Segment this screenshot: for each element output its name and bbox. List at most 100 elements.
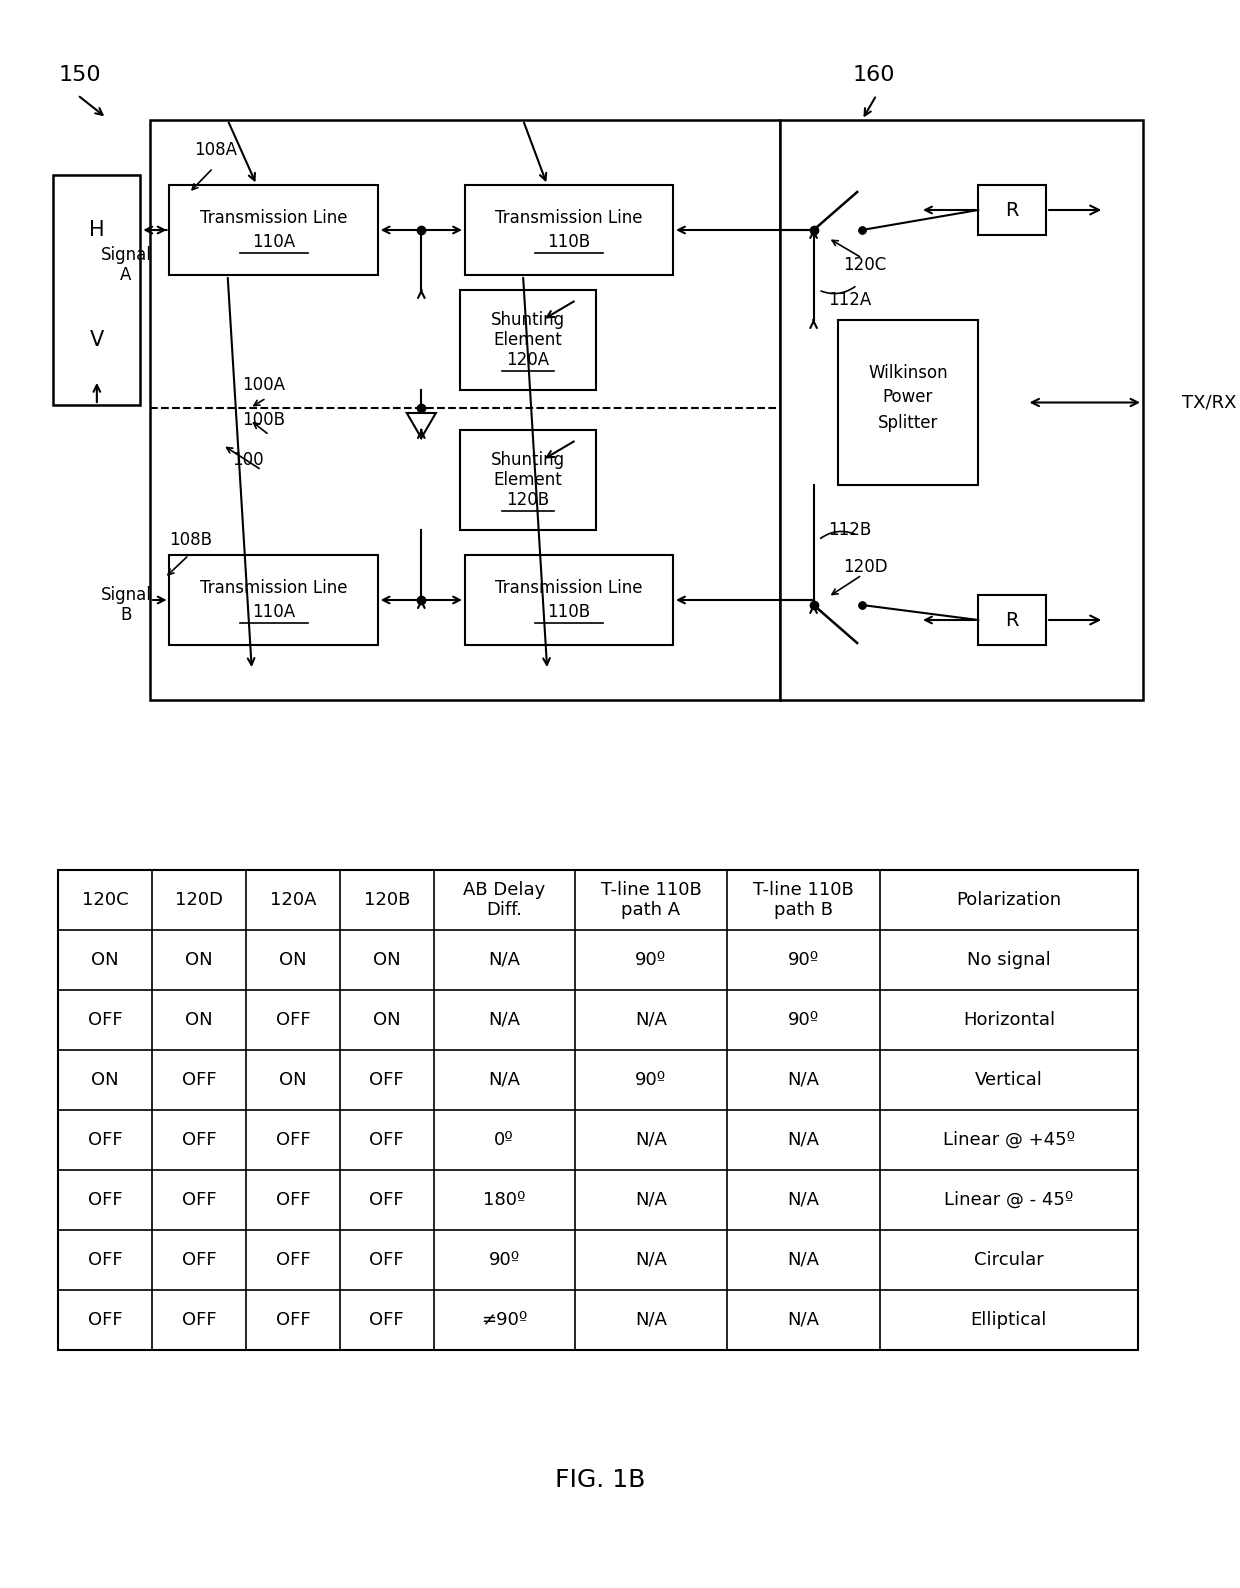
Text: OFF: OFF xyxy=(88,1251,123,1269)
Text: 0º: 0º xyxy=(495,1131,515,1150)
Bar xyxy=(460,430,595,530)
Text: 100A: 100A xyxy=(242,376,285,394)
Text: V: V xyxy=(89,330,104,349)
Text: N/A: N/A xyxy=(787,1312,820,1329)
Text: ON: ON xyxy=(92,951,119,969)
Text: 90º: 90º xyxy=(787,1012,820,1029)
Text: OFF: OFF xyxy=(182,1131,216,1150)
Text: TX/RX: TX/RX xyxy=(1182,394,1236,411)
Text: ON: ON xyxy=(373,951,401,969)
Text: 110B: 110B xyxy=(547,603,590,621)
Text: 120C: 120C xyxy=(843,256,885,275)
Text: Linear @ - 45º: Linear @ - 45º xyxy=(944,1191,1074,1208)
Text: R: R xyxy=(1006,610,1019,629)
Text: N/A: N/A xyxy=(489,951,520,969)
Text: 112B: 112B xyxy=(828,521,872,538)
Text: 90º: 90º xyxy=(787,951,820,969)
Text: OFF: OFF xyxy=(275,1312,310,1329)
Bar xyxy=(170,184,378,275)
Text: Shunting: Shunting xyxy=(491,311,565,329)
Text: N/A: N/A xyxy=(635,1191,667,1208)
Text: Transmission Line: Transmission Line xyxy=(200,580,347,597)
Text: Element: Element xyxy=(494,472,562,489)
Text: 110A: 110A xyxy=(252,233,295,251)
Text: OFF: OFF xyxy=(370,1131,404,1150)
Text: 120D: 120D xyxy=(175,891,223,908)
Text: Transmission Line: Transmission Line xyxy=(495,580,642,597)
Text: Vertical: Vertical xyxy=(975,1070,1043,1089)
Text: OFF: OFF xyxy=(88,1012,123,1029)
Text: R: R xyxy=(1006,200,1019,219)
Text: ON: ON xyxy=(279,1070,306,1089)
Text: N/A: N/A xyxy=(635,1251,667,1269)
Text: T-line 110B
path A: T-line 110B path A xyxy=(600,881,702,919)
Text: OFF: OFF xyxy=(182,1070,216,1089)
Text: FIG. 1B: FIG. 1B xyxy=(556,1467,646,1493)
Text: ON: ON xyxy=(92,1070,119,1089)
Bar xyxy=(978,596,1047,645)
Bar xyxy=(978,184,1047,235)
Text: 120A: 120A xyxy=(269,891,316,908)
Text: OFF: OFF xyxy=(275,1191,310,1208)
Text: AB Delay
Diff.: AB Delay Diff. xyxy=(463,881,546,919)
Text: N/A: N/A xyxy=(489,1012,520,1029)
Text: OFF: OFF xyxy=(275,1012,310,1029)
Text: 120D: 120D xyxy=(843,557,888,576)
Text: OFF: OFF xyxy=(370,1312,404,1329)
Text: 120A: 120A xyxy=(506,351,549,368)
Text: H: H xyxy=(89,221,104,240)
Bar xyxy=(780,121,1143,700)
Text: 100: 100 xyxy=(232,451,264,468)
Text: 110A: 110A xyxy=(252,603,295,621)
Text: Horizontal: Horizontal xyxy=(962,1012,1055,1029)
Text: Shunting: Shunting xyxy=(491,451,565,468)
Text: Circular: Circular xyxy=(975,1251,1044,1269)
Bar xyxy=(53,175,140,405)
Text: No signal: No signal xyxy=(967,951,1050,969)
Text: 120C: 120C xyxy=(82,891,129,908)
Text: N/A: N/A xyxy=(787,1251,820,1269)
Text: N/A: N/A xyxy=(635,1131,667,1150)
Text: 90º: 90º xyxy=(635,951,667,969)
Text: 90º: 90º xyxy=(635,1070,667,1089)
Text: 150: 150 xyxy=(58,65,100,86)
Text: Transmission Line: Transmission Line xyxy=(495,210,642,227)
Text: 120B: 120B xyxy=(506,491,549,510)
Text: Signal
B: Signal B xyxy=(100,586,151,624)
Text: Linear @ +45º: Linear @ +45º xyxy=(942,1131,1075,1150)
Bar xyxy=(465,554,673,645)
Text: OFF: OFF xyxy=(370,1070,404,1089)
Text: 100B: 100B xyxy=(242,411,285,429)
Text: Wilkinson: Wilkinson xyxy=(868,364,947,381)
Text: N/A: N/A xyxy=(787,1191,820,1208)
Text: Power: Power xyxy=(883,389,934,407)
Text: 112A: 112A xyxy=(828,291,872,310)
Text: Transmission Line: Transmission Line xyxy=(200,210,347,227)
Bar xyxy=(170,554,378,645)
Text: OFF: OFF xyxy=(88,1191,123,1208)
Bar xyxy=(58,870,1138,1350)
Text: Splitter: Splitter xyxy=(878,413,939,432)
Text: OFF: OFF xyxy=(88,1312,123,1329)
Bar xyxy=(150,121,780,700)
Text: OFF: OFF xyxy=(182,1312,216,1329)
Text: N/A: N/A xyxy=(635,1012,667,1029)
Text: ON: ON xyxy=(373,1012,401,1029)
Text: N/A: N/A xyxy=(489,1070,520,1089)
Text: 180º: 180º xyxy=(482,1191,526,1208)
Text: 120B: 120B xyxy=(363,891,410,908)
Text: T-line 110B
path B: T-line 110B path B xyxy=(753,881,854,919)
Text: 108A: 108A xyxy=(193,141,237,159)
Bar xyxy=(838,321,978,484)
Text: OFF: OFF xyxy=(275,1251,310,1269)
Text: OFF: OFF xyxy=(275,1131,310,1150)
Bar xyxy=(465,184,673,275)
Text: 160: 160 xyxy=(852,65,895,86)
Text: ON: ON xyxy=(185,1012,213,1029)
Text: OFF: OFF xyxy=(182,1191,216,1208)
Text: Signal
A: Signal A xyxy=(100,246,151,284)
Text: 90º: 90º xyxy=(489,1251,520,1269)
Bar xyxy=(460,291,595,391)
Text: N/A: N/A xyxy=(787,1070,820,1089)
Text: ON: ON xyxy=(279,951,306,969)
